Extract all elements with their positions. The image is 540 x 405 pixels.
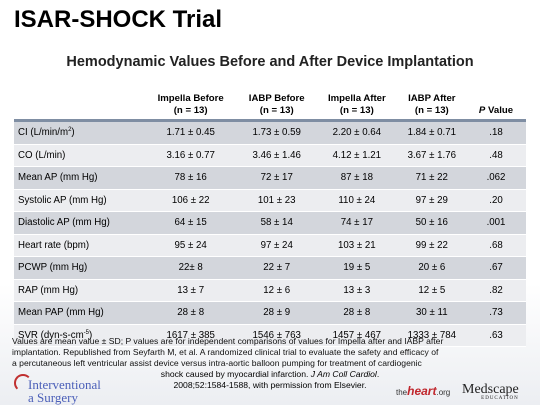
cell-impella-after: 87 ± 18 (316, 166, 398, 189)
table-row: CI (L/min/m2) 1.71 ± 0.45 1.73 ± 0.59 2.20 … (14, 120, 526, 144)
cell-impella-before: 64 ± 15 (144, 211, 238, 234)
header-iabp-after: IABP After (n = 13) (408, 93, 456, 116)
cell-iabp-before: 1.73 ± 0.59 (237, 120, 317, 144)
cell-impella-before: 22± 8 (144, 256, 238, 279)
row-label: Heart rate (bpm) (14, 234, 144, 257)
cell-iabp-before: 101 ± 23 (237, 189, 317, 212)
cell-impella-after: 28 ± 8 (316, 301, 398, 324)
cell-iabp-after: 1333 ± 784 (397, 324, 466, 347)
table-row: Mean AP (mm Hg) 78 ± 16 72 ± 17 87 ± 18 71 ±… (14, 166, 526, 189)
cell-iabp-before: 58 ± 14 (237, 211, 317, 234)
medscape-logo: Medscape EDUCATION (462, 382, 519, 401)
cell-impella-after: 2.20 ± 0.64 (316, 120, 398, 144)
footnote-line: shock caused by myocardial infarction. J… (160, 369, 380, 379)
footnote-line: a percutaneous left ventricular assist d… (12, 358, 422, 368)
header-p-value: P Value (478, 105, 514, 116)
header-impella-before: Impella Before (n = 13) (157, 93, 224, 116)
cell-p-value: .67 (466, 256, 526, 279)
cell-impella-before: 106 ± 22 (144, 189, 238, 212)
cell-impella-before: 95 ± 24 (144, 234, 238, 257)
cell-iabp-after: 50 ± 16 (397, 211, 466, 234)
theheart-logo: theheart.org (396, 384, 451, 398)
table-header-row: Impella Before (n = 13) IABP Before (n = 1… (14, 88, 526, 121)
cell-iabp-after: 30 ± 11 (397, 301, 466, 324)
hemodynamic-table: Impella Before (n = 13) IABP Before (n = 1… (14, 88, 526, 347)
cell-p-value: .63 (466, 324, 526, 347)
cell-iabp-before: 22 ± 7 (237, 256, 317, 279)
row-label: Diastolic AP (mm Hg) (14, 211, 144, 234)
cell-iabp-before: 3.46 ± 1.46 (237, 144, 317, 167)
row-label: PCWP (mm Hg) (14, 256, 144, 279)
cell-iabp-after: 12 ± 5 (397, 279, 466, 302)
empty-header (14, 88, 144, 121)
slide-title: ISAR-SHOCK Trial (14, 6, 223, 33)
cell-p-value: .82 (466, 279, 526, 302)
row-label: Mean AP (mm Hg) (14, 166, 144, 189)
table-row: Diastolic AP (mm Hg) 64 ± 15 58 ± 14 74 ± 1… (14, 211, 526, 234)
row-label: CI (L/min/m2) (14, 120, 144, 144)
cell-impella-after: 1457 ± 467 (316, 324, 398, 347)
cell-impella-after: 13 ± 3 (316, 279, 398, 302)
cell-impella-before: 3.16 ± 0.77 (144, 144, 238, 167)
table-row: Systolic AP (mm Hg) 106 ± 22 101 ± 23 110 ±… (14, 189, 526, 212)
cell-iabp-after: 71 ± 22 (397, 166, 466, 189)
cell-impella-after: 4.12 ± 1.21 (316, 144, 398, 167)
header-impella-after: Impella After (n = 13) (327, 93, 386, 116)
cell-iabp-before: 72 ± 17 (237, 166, 317, 189)
footnote-line: 2008;52:1584-1588, with permission from … (173, 380, 367, 390)
footnote-line: implantation. Republished from Seyfarth … (12, 347, 439, 357)
swirl-icon (14, 374, 32, 392)
cell-iabp-before: 12 ± 6 (237, 279, 317, 302)
cell-p-value: .18 (466, 120, 526, 144)
cell-impella-after: 103 ± 21 (316, 234, 398, 257)
cell-impella-before: 13 ± 7 (144, 279, 238, 302)
cell-p-value: .68 (466, 234, 526, 257)
cell-iabp-before: 28 ± 9 (237, 301, 317, 324)
footnote-line: Values are mean value ± SD; P values are… (12, 336, 444, 346)
table-row: SVR (dyn-s-cm-5) 1617 ± 385 1546 ± 763 1457… (14, 324, 526, 347)
cell-impella-before: 1617 ± 385 (144, 324, 238, 347)
table-row: PCWP (mm Hg) 22± 8 22 ± 7 19 ± 5 20 ± 6.67 (14, 256, 526, 279)
interventional-surgery-logo: Interventional a Surgery (14, 374, 101, 404)
cell-p-value: .20 (466, 189, 526, 212)
header-iabp-before: IABP Before (n = 13) (248, 93, 305, 116)
row-label: CO (L/min) (14, 144, 144, 167)
row-label: RAP (mm Hg) (14, 279, 144, 302)
cell-impella-before: 28 ± 8 (144, 301, 238, 324)
cell-iabp-after: 99 ± 22 (397, 234, 466, 257)
cell-p-value: .062 (466, 166, 526, 189)
table-row: CO (L/min) 3.16 ± 0.77 3.46 ± 1.46 4.12 ± 1… (14, 144, 526, 167)
cell-impella-before: 78 ± 16 (144, 166, 238, 189)
cell-iabp-after: 3.67 ± 1.76 (397, 144, 466, 167)
cell-iabp-before: 97 ± 24 (237, 234, 317, 257)
cell-iabp-after: 97 ± 29 (397, 189, 466, 212)
cell-impella-before: 1.71 ± 0.45 (144, 120, 238, 144)
table-row: Heart rate (bpm) 95 ± 24 97 ± 24 103 ± 21 99… (14, 234, 526, 257)
cell-iabp-after: 1.84 ± 0.71 (397, 120, 466, 144)
row-label: Mean PAP (mm Hg) (14, 301, 144, 324)
cell-iabp-before: 1546 ± 763 (237, 324, 317, 347)
cell-impella-after: 110 ± 24 (316, 189, 398, 212)
row-label: SVR (dyn-s-cm-5) (14, 324, 144, 347)
cell-iabp-after: 20 ± 6 (397, 256, 466, 279)
table-row: RAP (mm Hg) 13 ± 7 12 ± 6 13 ± 3 12 ± 5.82 (14, 279, 526, 302)
cell-p-value: .001 (466, 211, 526, 234)
cell-p-value: .48 (466, 144, 526, 167)
cell-p-value: .73 (466, 301, 526, 324)
cell-impella-after: 74 ± 17 (316, 211, 398, 234)
row-label: Systolic AP (mm Hg) (14, 189, 144, 212)
slide-subtitle: Hemodynamic Values Before and After Devi… (66, 54, 474, 70)
footnote: Values are mean value ± SD; P values are… (12, 336, 532, 369)
cell-impella-after: 19 ± 5 (316, 256, 398, 279)
table-row: Mean PAP (mm Hg) 28 ± 8 28 ± 9 28 ± 8 30 ± 1… (14, 301, 526, 324)
